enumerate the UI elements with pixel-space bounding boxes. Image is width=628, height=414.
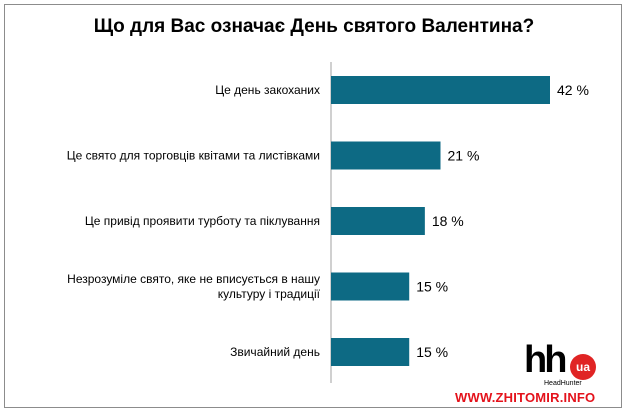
category-label-5: Звичайний день — [230, 345, 320, 359]
bar-5 — [331, 338, 410, 366]
chart-title: Що для Вас означає День святого Валентин… — [93, 16, 535, 37]
headhunter-logo: hh ua HeadHunter — [520, 340, 600, 394]
bar-2 — [331, 141, 441, 170]
category-label-1: Це день закоханих — [215, 83, 320, 97]
value-label-1: 42 % — [557, 82, 589, 98]
category-label-4: Незрозуміле свято, яке не вписується в н… — [67, 272, 321, 301]
logo-mark: hh — [524, 339, 567, 381]
category-label-3: Це привід проявити турботу та піклування — [85, 214, 320, 228]
bar-1 — [331, 76, 550, 104]
value-label-4: 15 % — [416, 279, 448, 295]
logo-badge: ua — [570, 354, 596, 380]
value-label-2: 21 % — [448, 148, 480, 164]
logo-subtitle: HeadHunter — [544, 380, 582, 387]
watermark-text: WWW.ZHITOMIR.INFO — [455, 390, 596, 405]
bar-3 — [331, 207, 425, 235]
value-label-3: 18 % — [432, 213, 464, 229]
bar-4 — [331, 272, 410, 301]
chart-frame — [4, 4, 622, 408]
category-label-2: Це свято для торговців квітами та листів… — [67, 149, 320, 163]
value-label-5: 15 % — [416, 344, 448, 360]
